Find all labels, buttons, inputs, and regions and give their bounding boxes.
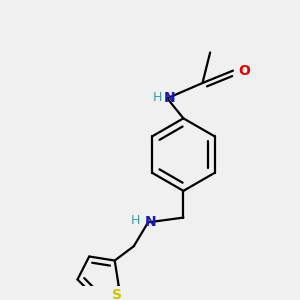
- Text: N: N: [164, 91, 176, 105]
- Text: S: S: [112, 288, 122, 300]
- Text: N: N: [145, 215, 157, 230]
- Text: H: H: [131, 214, 140, 227]
- Text: H: H: [153, 91, 162, 104]
- Text: O: O: [238, 64, 250, 78]
